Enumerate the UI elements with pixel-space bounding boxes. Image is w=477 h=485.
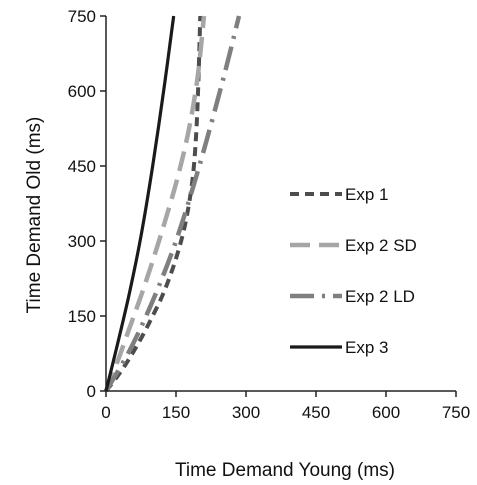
x-tick-label: 150: [162, 403, 190, 422]
y-tick-label: 450: [68, 157, 96, 176]
x-tick-label: 450: [302, 403, 330, 422]
y-tick-label: 750: [68, 7, 96, 26]
legend: Exp 1 Exp 2 SD Exp 2 LD Exp 3: [290, 185, 417, 357]
y-axis-title: Time Demand Old (ms): [24, 117, 45, 314]
series-line-exp-2-ld: [104, 15, 242, 393]
plot-lines: [103, 15, 242, 393]
x-tick-label: 0: [101, 403, 110, 422]
x-axis-title: Time Demand Young (ms): [175, 460, 395, 481]
series-line-exp-2-sd: [103, 15, 207, 392]
x-tick-label: 300: [232, 403, 260, 422]
series-line-exp-3: [104, 15, 176, 392]
legend-label-exp-2-ld: Exp 2 LD: [345, 287, 415, 306]
y-axis-ticks: 0 150 300 450 600 750: [68, 7, 106, 401]
x-tick-label: 600: [372, 403, 400, 422]
legend-label-exp-2-sd: Exp 2 SD: [345, 236, 417, 255]
legend-label-exp-3: Exp 3: [345, 338, 388, 357]
y-tick-label: 0: [87, 382, 96, 401]
y-tick-label: 150: [68, 307, 96, 326]
y-tick-label: 300: [68, 232, 96, 251]
x-tick-label: 750: [442, 403, 470, 422]
series-line-exp-1: [104, 15, 203, 393]
x-axis-ticks: 0 150 300 450 600 750: [101, 391, 470, 422]
y-tick-label: 600: [68, 82, 96, 101]
legend-label-exp-1: Exp 1: [345, 185, 388, 204]
